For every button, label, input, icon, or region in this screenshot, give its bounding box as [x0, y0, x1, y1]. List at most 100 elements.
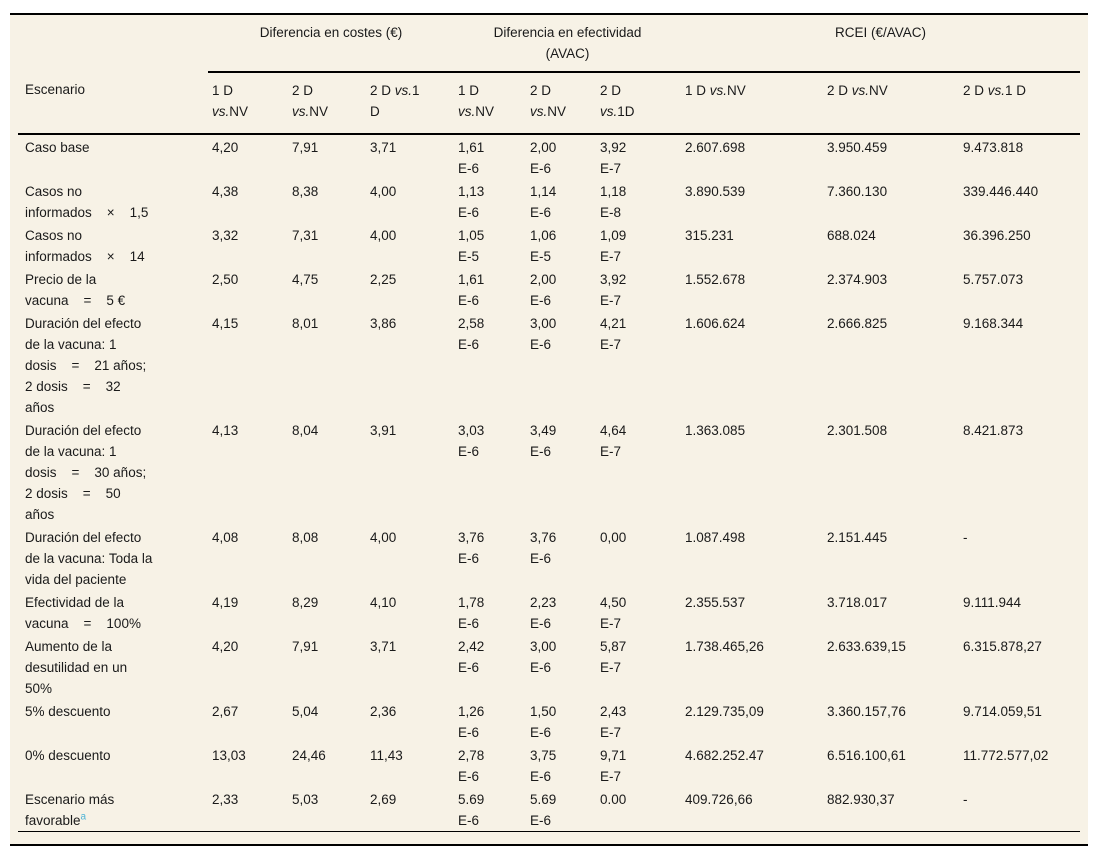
group-header-cost-difference: Diferencia en costes (€) [208, 15, 455, 73]
cell: 7.360.130 [827, 184, 888, 199]
cell: 4,20 [212, 140, 239, 155]
cell: 1.738.465,26 [685, 639, 764, 654]
col-header-eff-2d-vs-nv: 2 D vs.NV [526, 72, 597, 135]
cell: 2,78 E-6 [458, 748, 485, 784]
cell: 2.301.508 [827, 423, 888, 438]
cell: 7,91 [292, 140, 319, 155]
cell: 4,00 [370, 184, 397, 199]
cell: 9,71 E-7 [600, 748, 627, 784]
cell: 2.607.698 [685, 140, 746, 155]
row-label: Duración del efecto de la vacuna: 1 dosi… [25, 316, 147, 415]
cell: 1,61 E-6 [458, 140, 485, 176]
table-row: Caso base 4,20 7,91 3,71 1,61 E-6 2,00 E-6 3,… [18, 134, 1080, 179]
cell: 1,26 E-6 [458, 704, 485, 740]
cell: 5.757.073 [963, 272, 1024, 287]
cell: 4,10 [370, 595, 397, 610]
cell: 8,04 [292, 423, 319, 438]
col-header-cost-2d-vs-1d: 2 D vs.1 D [366, 72, 455, 135]
cell: 9.473.818 [963, 140, 1024, 155]
cell: 3,92 E-7 [600, 140, 627, 176]
column-header-row: Escenario 1 D vs.NV 2 D vs.NV 2 D vs.1 D… [18, 72, 1081, 135]
table-row: 0% descuento 13,03 24,46 11,43 2,78 E-6 3,75… [18, 743, 1080, 787]
footnote-marker-a[interactable]: a [80, 811, 87, 823]
cell: 1,50 E-6 [530, 704, 557, 740]
col-header-eff-2d-vs-1d: 2 D vs.1D [596, 72, 682, 135]
cell: 2,00 E-6 [530, 140, 557, 176]
col-header-icer-1d-vs-nv: 1 D vs.NV [681, 72, 824, 135]
row-label: Aumento de la desutilidad en un 50% [25, 639, 128, 696]
cell: 3.718.017 [827, 595, 888, 610]
cell: 8,29 [292, 595, 319, 610]
cell: 315.231 [685, 228, 734, 243]
cell: 3,03 E-6 [458, 423, 485, 459]
cell: 2.355.537 [685, 595, 746, 610]
table-sheet: Diferencia en costes (€) Diferencia en e… [10, 13, 1088, 846]
cell: 2.666.825 [827, 316, 888, 331]
cell: 2,50 [212, 272, 239, 287]
col-header-icer-2d-vs-nv: 2 D vs.NV [823, 72, 960, 135]
row-label: Casos no informados × 14 [25, 228, 145, 264]
cell: 2,33 [212, 792, 239, 807]
cell: 4.682.252.47 [685, 748, 764, 763]
cell: 1,05 E-5 [458, 228, 485, 264]
cell: 5,87 E-7 [600, 639, 627, 675]
cell: 36.396.250 [963, 228, 1031, 243]
col-header-cost-1d-vs-nv: 1 D vs.NV [208, 72, 288, 135]
cell: 4,19 [212, 595, 239, 610]
table-row: 5% descuento 2,67 5,04 2,36 1,26 E-6 1,50 E-… [18, 699, 1080, 743]
table-row: Casos no informados × 14 3,32 7,31 4,00 1,0… [18, 223, 1080, 267]
page: { "colors": { "sheet_background": "#f7f2… [0, 13, 1098, 854]
cell: 8,01 [292, 316, 319, 331]
cell: 4,38 [212, 184, 239, 199]
cell: 1,78 E-6 [458, 595, 485, 631]
row-label: 0% descuento [25, 748, 111, 763]
cell: 4,20 [212, 639, 239, 654]
cell: 8,08 [292, 530, 319, 545]
cell: 8,38 [292, 184, 319, 199]
cell: 2.374.903 [827, 272, 888, 287]
cell: 3,49 E-6 [530, 423, 557, 459]
cell: 0,00 [600, 530, 627, 545]
col-header-icer-2d-vs-1d: 2 D vs.1 D [959, 72, 1081, 135]
cell: 3,91 [370, 423, 397, 438]
cell: 4,00 [370, 228, 397, 243]
cell: 1,13 E-6 [458, 184, 485, 220]
cell: 2.633.639,15 [827, 639, 906, 654]
table-row: Aumento de la desutilidad en un 50% 4,20… [18, 634, 1080, 699]
row-label: Precio de la vacuna = 5 € [25, 272, 126, 308]
col-header-scenario: Escenario [18, 72, 208, 135]
cell: 4,00 [370, 530, 397, 545]
cell: 9.714.059,51 [963, 704, 1042, 719]
cell: 2,42 E-6 [458, 639, 485, 675]
cell: 2,25 [370, 272, 397, 287]
cell: 11.772.577,02 [963, 748, 1049, 763]
cell: 4,75 [292, 272, 319, 287]
cell: 2,36 [370, 704, 397, 719]
cell: 5,04 [292, 704, 319, 719]
table-row: Duración del efecto de la vacuna: Toda l… [18, 525, 1080, 590]
col-header-cost-2d-vs-nv: 2 D vs.NV [288, 72, 366, 135]
cell: 9.168.344 [963, 316, 1024, 331]
col-header-eff-1d-vs-nv: 1 D vs.NV [454, 72, 527, 135]
cell: 3,75 E-6 [530, 748, 557, 784]
cell: 2,67 [212, 704, 239, 719]
cell: 3.950.459 [827, 140, 888, 155]
cell: 3,71 [370, 140, 397, 155]
cell: 409.726,66 [685, 792, 753, 807]
cell: 4,50 E-7 [600, 595, 627, 631]
cell: 3,00 E-6 [530, 639, 557, 675]
group-header-spacer [18, 15, 208, 72]
cell: 9.111.944 [963, 595, 1022, 610]
cell: 3.890.539 [685, 184, 746, 199]
row-label: Caso base [25, 140, 90, 155]
row-label: Casos no informados × 1,5 [25, 184, 149, 220]
cell: 3.360.157,76 [827, 704, 906, 719]
table-row: Escenario más favorablea 2,33 5,03 2,69 5.6… [18, 787, 1080, 832]
cell: 1.087.498 [685, 530, 746, 545]
cell: 1,14 E-6 [530, 184, 557, 220]
row-label: Duración del efecto de la vacuna: Toda l… [25, 530, 153, 587]
cell: 6.516.100,61 [827, 748, 906, 763]
group-header-icer: RCEI (€/AVAC) [681, 15, 1081, 73]
cell: 5,03 [292, 792, 319, 807]
cell: 0.00 [600, 792, 627, 807]
